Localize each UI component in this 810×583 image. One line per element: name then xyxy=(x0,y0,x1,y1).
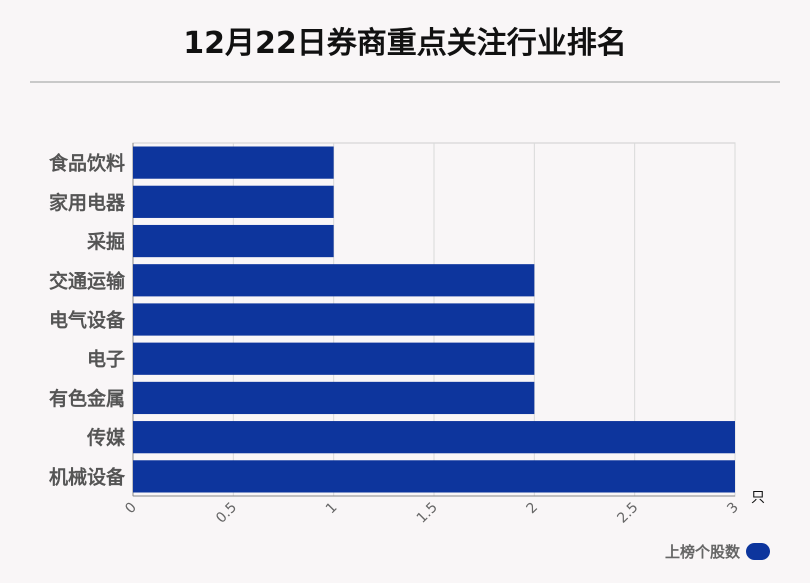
bar[interactable] xyxy=(133,381,535,415)
x-unit-label: 只 xyxy=(751,490,765,506)
bar[interactable] xyxy=(133,185,334,218)
bar[interactable] xyxy=(133,303,535,336)
category-label: 家用电器 xyxy=(49,191,126,214)
bar[interactable] xyxy=(133,264,535,297)
title-divider xyxy=(30,81,780,83)
x-tick-label: 2.5 xyxy=(614,500,641,527)
x-tick-label: 0.5 xyxy=(213,500,240,527)
legend: 上榜个股数 xyxy=(665,541,770,562)
category-label: 电气设备 xyxy=(49,309,126,332)
category-label: 食品饮料 xyxy=(49,152,125,175)
category-label: 有色金属 xyxy=(49,387,125,410)
x-tick-label: 1 xyxy=(323,500,341,518)
category-label: 传媒 xyxy=(86,426,126,449)
chart-title: 12月22日券商重点关注行业排名 xyxy=(183,26,627,61)
x-tick-label: 0 xyxy=(122,500,140,518)
bar[interactable] xyxy=(133,224,334,258)
x-tick-label: 1.5 xyxy=(414,500,441,527)
legend-swatch[interactable] xyxy=(746,543,770,560)
category-label: 机械设备 xyxy=(49,465,126,488)
x-tick-label: 3 xyxy=(724,500,742,518)
legend-label: 上榜个股数 xyxy=(664,543,740,561)
bar[interactable] xyxy=(133,146,334,179)
category-label: 交通运输 xyxy=(49,269,126,292)
bar[interactable] xyxy=(133,342,535,375)
bar[interactable] xyxy=(133,421,735,454)
category-label: 电子 xyxy=(87,348,125,371)
category-label: 采掘 xyxy=(87,230,125,253)
x-tick-label: 2 xyxy=(524,500,542,518)
bar[interactable] xyxy=(133,460,735,493)
